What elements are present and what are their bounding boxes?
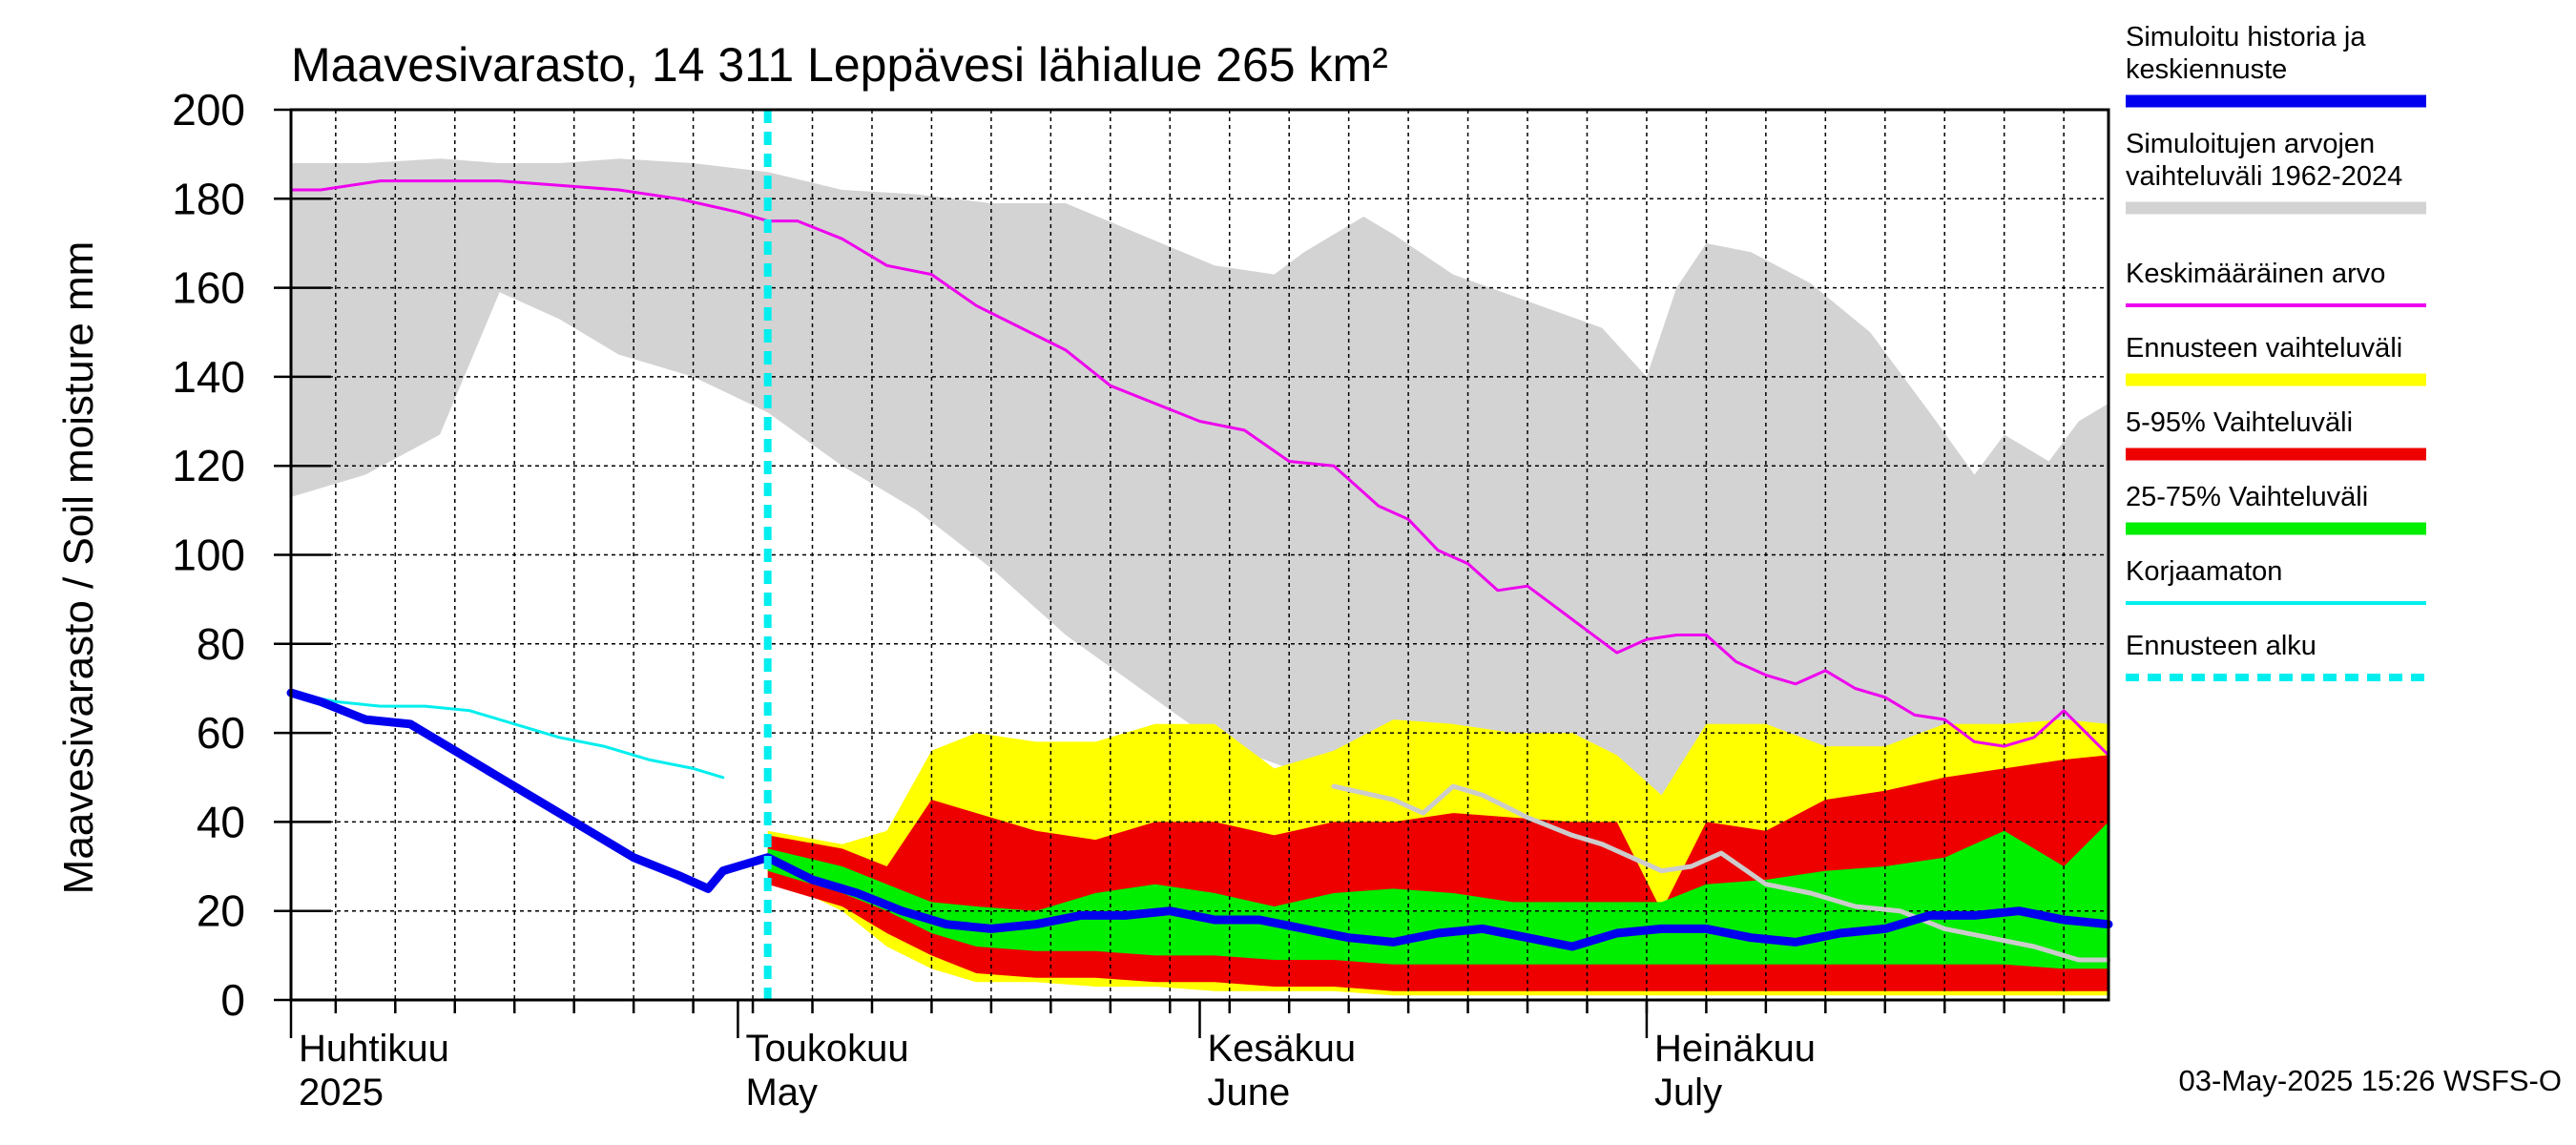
y-axis-label: Maavesivarasto / Soil moisture mm — [55, 241, 102, 895]
x-month-label: Kesäkuu — [1208, 1028, 1357, 1070]
legend-label: Simuloitujen arvojen vaihteluväli 1962-20… — [2126, 129, 2402, 192]
legend: Simuloitu historia ja keskiennuste Simuloi… — [2126, 22, 2426, 681]
legend-label: 25-75% Vaihteluväli — [2126, 482, 2368, 512]
line-korjaamaton — [289, 691, 725, 780]
y-tick-label: 100 — [172, 531, 245, 580]
y-tick-label: 140 — [172, 352, 245, 402]
x-month-label: Toukokuu — [745, 1028, 908, 1070]
series-lines — [286, 110, 2113, 1000]
line-simuloitu-historia-ja-keskiennuste — [286, 688, 2113, 951]
band-25-75-vaihteluv-li — [767, 822, 2109, 969]
legend-label: Keskimääräinen arvo — [2126, 259, 2385, 289]
line-korjaamaton — [1331, 783, 2111, 963]
x-month-sublabel: June — [1208, 1072, 1291, 1114]
range-bands — [291, 158, 2109, 996]
x-month-label: Heinäkuu — [1654, 1028, 1816, 1070]
band-simuloitujen-arvojen-vaihteluv-li-1962-2024 — [291, 158, 2109, 881]
y-tick-label: 20 — [197, 886, 245, 936]
grid-lines — [291, 110, 2109, 1000]
x-month-sublabel: July — [1654, 1072, 1722, 1114]
y-tick-label: 160 — [172, 263, 245, 313]
y-tick-label: 40 — [197, 797, 245, 846]
y-tick-label: 0 — [220, 975, 245, 1025]
legend-label: Korjaamaton — [2126, 556, 2282, 587]
chart-title: Maavesivarasto, 14 311 Leppävesi lähialu… — [291, 38, 1388, 92]
y-tick-label: 180 — [172, 174, 245, 223]
legend-label: 5-95% Vaihteluväli — [2126, 407, 2353, 438]
timestamp-footer: 03-May-2025 15:26 WSFS-O — [2179, 1064, 2562, 1097]
y-axis-ticks: 0 20 40 60 80 100 120 140 160 180 200 — [172, 85, 331, 1025]
line-keskim-r-inen-arvo — [289, 179, 2110, 757]
y-tick-label: 80 — [197, 619, 245, 669]
x-month-sublabel: 2025 — [299, 1072, 384, 1114]
plot-frame — [289, 108, 2110, 1002]
y-tick-label: 200 — [172, 85, 245, 135]
legend-label: Simuloitu historia ja keskiennuste — [2126, 22, 2366, 85]
legend-label: Ennusteen alku — [2126, 631, 2316, 661]
y-tick-label: 60 — [197, 708, 245, 758]
y-tick-label: 120 — [172, 441, 245, 490]
legend-label: Ennusteen vaihteluväli — [2126, 333, 2402, 364]
x-month-label: Huhtikuu — [299, 1028, 449, 1070]
x-month-sublabel: May — [745, 1072, 818, 1114]
